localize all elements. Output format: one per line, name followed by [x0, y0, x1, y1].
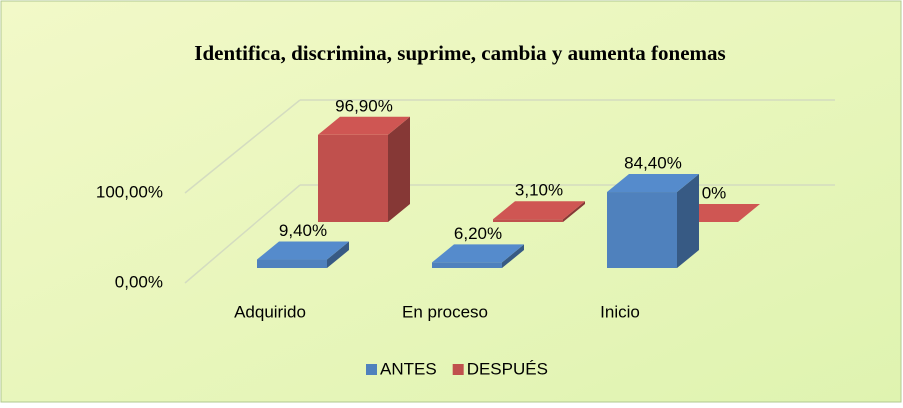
value-label: 6,20%: [454, 224, 502, 243]
bar-side: [502, 244, 524, 268]
bar-top: [493, 201, 585, 220]
value-label: 96,90%: [335, 96, 393, 115]
grid-line: [184, 184, 301, 284]
value-label: 9,40%: [279, 221, 327, 240]
grid-line: [184, 99, 301, 194]
legend-label: DESPUÉS: [467, 359, 548, 378]
bar-side: [388, 116, 410, 222]
chart-title: Identifica, discrimina, suprime, cambia …: [194, 41, 725, 65]
bar-front: [257, 259, 327, 268]
x-tick-label: En proceso: [402, 302, 488, 321]
legend-label: ANTES: [380, 359, 437, 378]
bar-top: [318, 116, 410, 135]
legend-swatch: [452, 364, 464, 375]
y-tick-label: 0,00%: [115, 272, 163, 291]
bar-top: [432, 244, 524, 263]
bar-front: [432, 262, 502, 268]
bar-side: [327, 241, 349, 268]
bar-top: [257, 241, 349, 260]
y-tick-label: 100,00%: [96, 182, 163, 201]
value-label: 3,10%: [515, 181, 563, 200]
value-label: 0%: [702, 183, 727, 202]
bar-side: [563, 201, 585, 222]
bar-front: [607, 192, 677, 268]
bar-top: [607, 174, 699, 193]
bar-side: [677, 174, 699, 268]
bar-front: [318, 134, 388, 222]
x-tick-label: Adquirido: [234, 302, 306, 321]
x-tick-label: Inicio: [600, 302, 640, 321]
legend-swatch: [366, 364, 377, 375]
value-label: 84,40%: [624, 154, 682, 173]
bar-front: [493, 219, 563, 222]
